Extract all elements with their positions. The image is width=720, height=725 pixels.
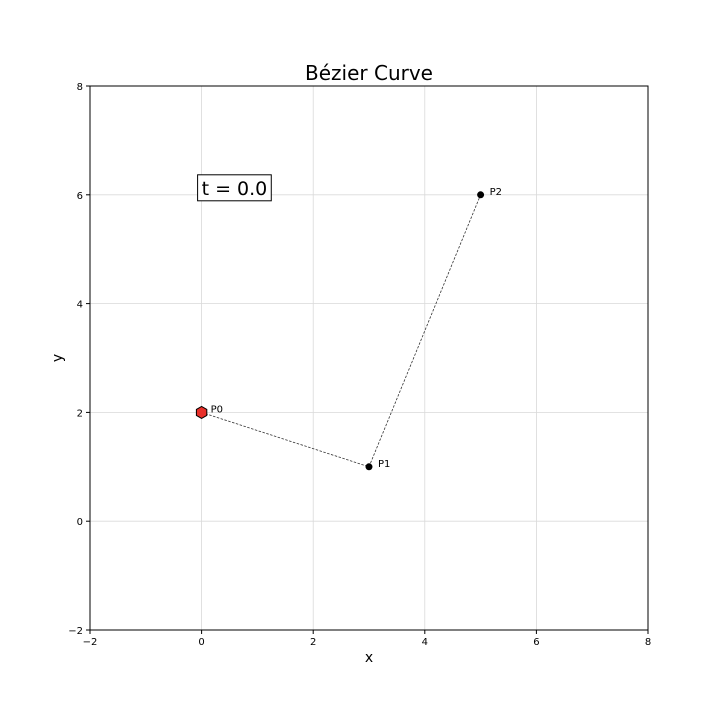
control-polygon <box>201 194 481 468</box>
control-point-label: P0 <box>211 404 223 415</box>
t-annotation-box <box>197 174 272 202</box>
plot-frame <box>89 85 649 631</box>
x-tick-label: 6 <box>533 637 539 648</box>
y-tick-label: 8 <box>77 82 83 93</box>
y-tick-label: 0 <box>77 517 83 528</box>
chart-title: Bézier Curve <box>305 61 433 85</box>
x-tick-label: 8 <box>645 637 651 648</box>
control-points: P0 P1 P2 <box>195 187 502 471</box>
control-point-label: P1 <box>378 459 390 470</box>
x-tick-label: 2 <box>310 637 316 648</box>
x-tick-label: −2 <box>83 637 98 648</box>
control-polygon-segment <box>201 412 370 468</box>
y-tick-label: 4 <box>77 300 83 311</box>
y-axis-label: y <box>50 354 66 362</box>
x-axis-label: x <box>365 650 373 666</box>
t-annotation: t = 0.0 <box>197 174 272 202</box>
bezier-current-point-marker <box>195 405 208 419</box>
y-tick-label: 2 <box>77 408 83 419</box>
t-annotation-text: t = 0.0 <box>202 178 268 200</box>
control-point-p1 <box>365 463 373 471</box>
control-point-p2 <box>477 191 485 199</box>
x-tick-label: 4 <box>422 637 428 648</box>
y-tick-label: 6 <box>77 191 83 202</box>
control-polygon-segment <box>368 194 481 467</box>
control-point-label: P2 <box>490 187 502 198</box>
y-tick-label: −2 <box>68 626 83 637</box>
x-tick-label: 0 <box>198 637 204 648</box>
axis-ticks: −2 0 2 4 6 8 −2 0 2 4 6 8 <box>68 82 651 648</box>
